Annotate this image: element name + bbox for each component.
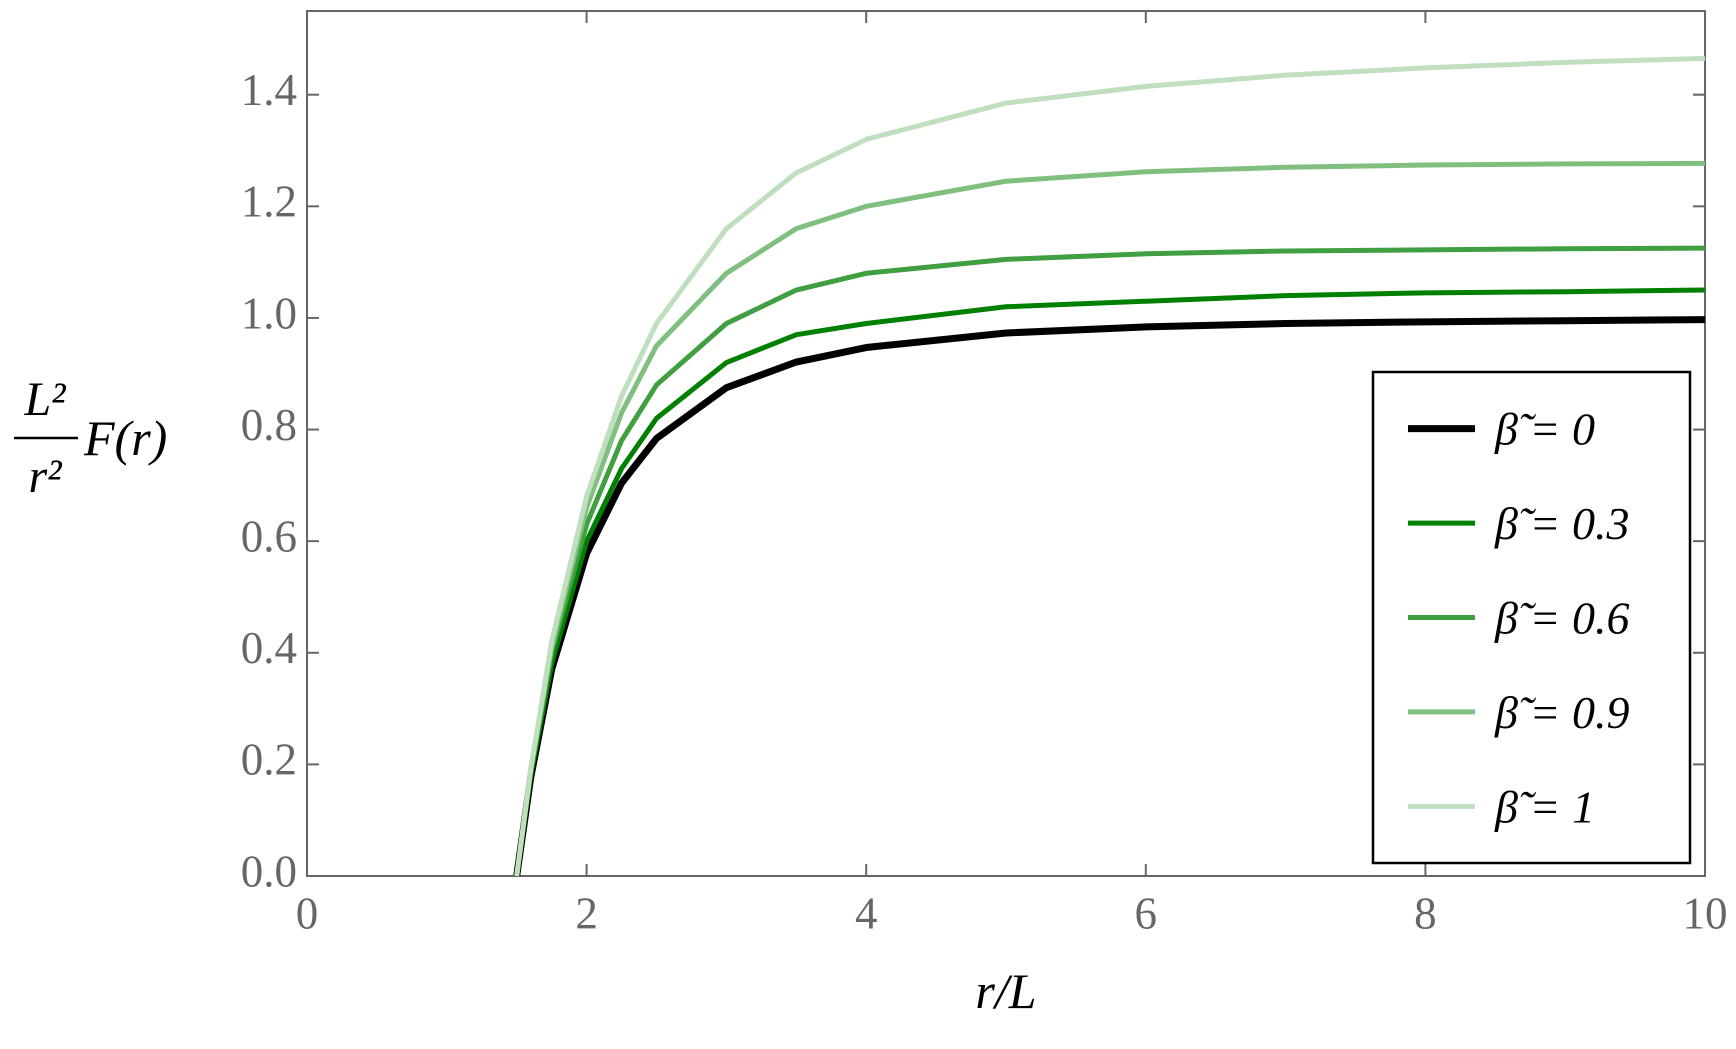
x-tick-label: 8	[1414, 888, 1437, 938]
legend-label: β̃ = 0	[1494, 404, 1595, 455]
y-tick-label: 0.4	[241, 623, 297, 673]
y-label-factor: F(r)	[83, 410, 167, 466]
y-tick-label: 1.0	[241, 288, 297, 338]
legend-label: β̃ = 1	[1494, 781, 1595, 832]
x-axis-label: r/L	[975, 963, 1036, 1019]
legend-label: β̃ = 0.6	[1494, 593, 1629, 644]
y-tick-label: 0.0	[241, 846, 297, 896]
x-tick-label: 10	[1683, 888, 1728, 938]
x-tick-label: 6	[1135, 888, 1158, 938]
series-line	[514, 287, 1706, 877]
legend-box	[1371, 370, 1692, 865]
y-tick-label: 0.2	[241, 735, 297, 785]
series-line	[514, 55, 1706, 877]
y-tick-label: 0.8	[241, 400, 297, 450]
y-label-denominator: r²	[28, 450, 63, 503]
y-tick-label: 1.4	[241, 65, 297, 115]
y-tick-label: 0.6	[241, 511, 297, 561]
legend-label: β̃ = 0.3	[1494, 498, 1629, 549]
legend-label: β̃ = 0.9	[1494, 687, 1629, 738]
x-tick-label: 0	[296, 888, 319, 938]
x-tick-label: 4	[855, 888, 878, 938]
x-tick-label: 2	[575, 888, 598, 938]
y-tick-label: 1.2	[241, 177, 297, 227]
y-label-numerator: L²	[23, 373, 67, 426]
plot-frame	[306, 10, 1706, 877]
